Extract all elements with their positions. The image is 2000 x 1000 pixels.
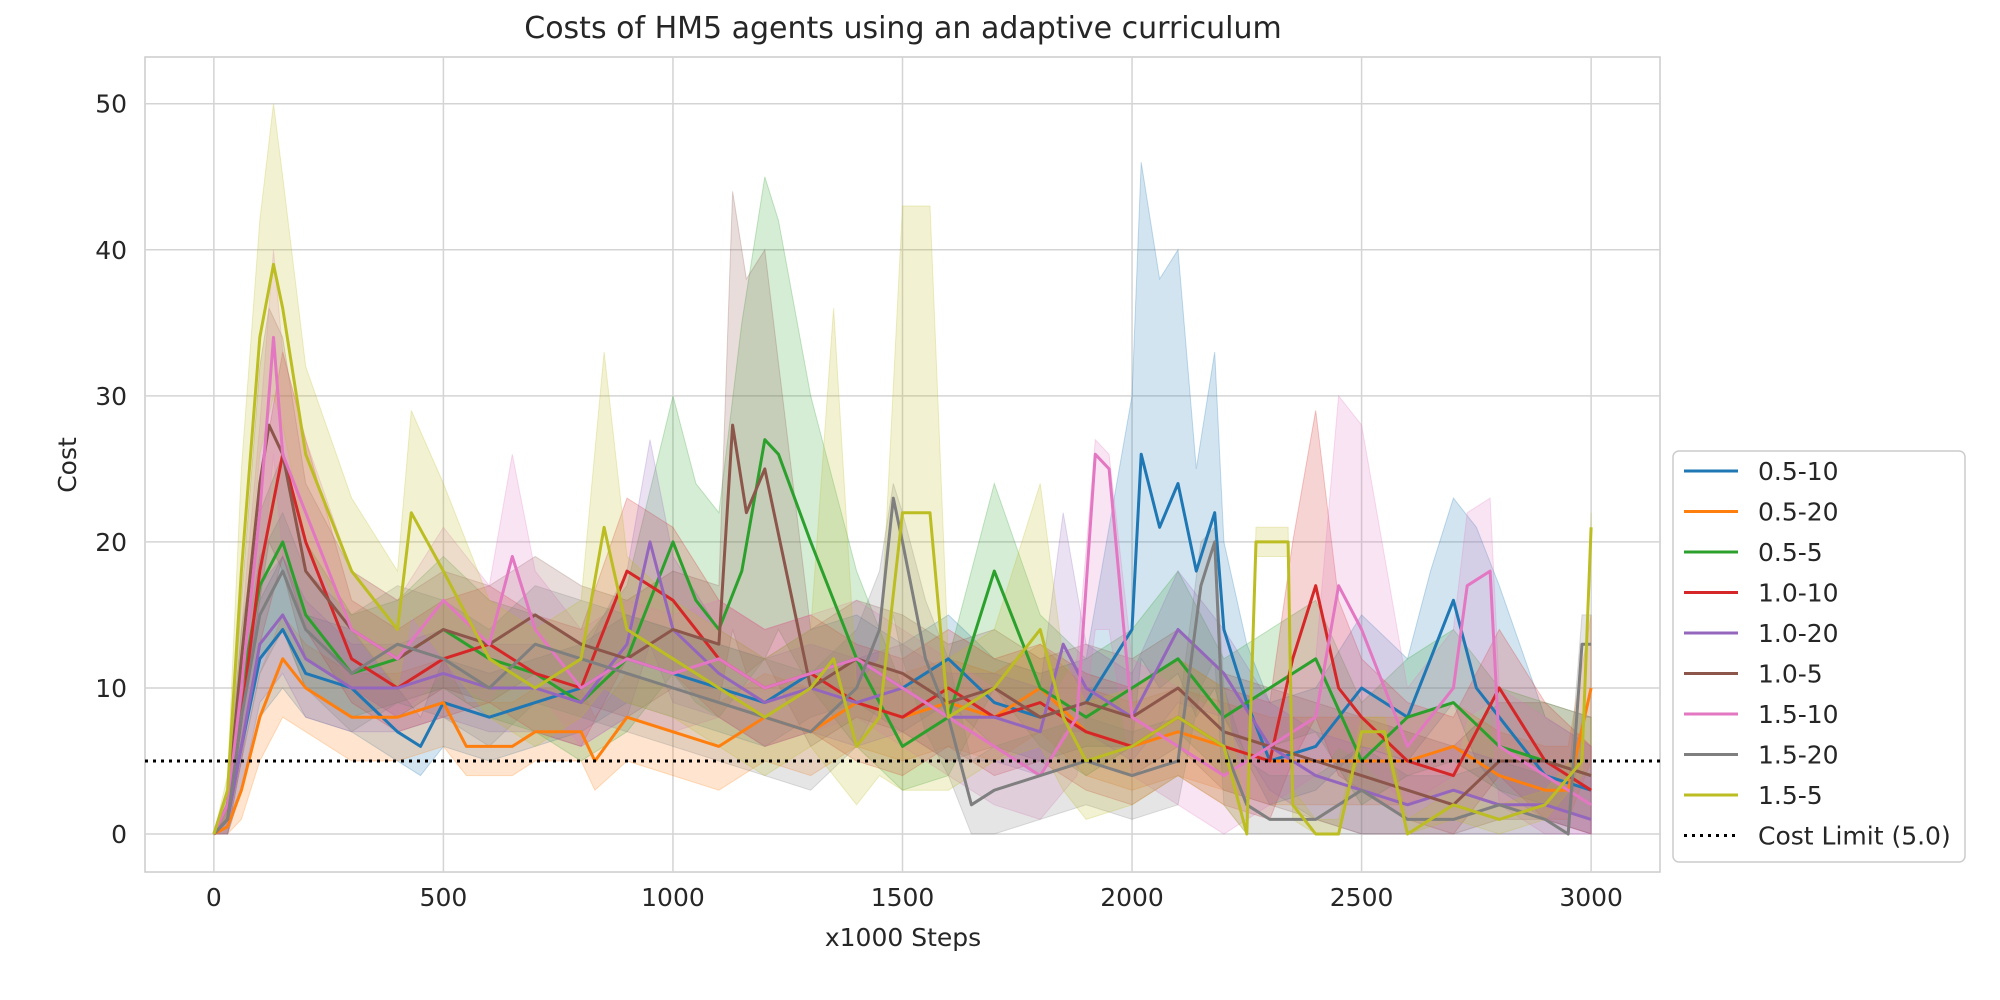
y-tick-label: 40 bbox=[95, 236, 127, 265]
x-tick-label: 2500 bbox=[1330, 883, 1394, 912]
tick-labels: 0 500 1000 1500 2000 2500 3000 0 10 20 30 40 50 bbox=[95, 90, 1623, 912]
y-tick-label: 20 bbox=[95, 528, 127, 557]
x-axis-label: x1000 Steps bbox=[825, 923, 981, 952]
series-lines bbox=[212, 262, 1593, 836]
x-tick-label: 3000 bbox=[1559, 883, 1623, 912]
legend-box bbox=[1672, 450, 1966, 863]
x-tick-label: 0 bbox=[206, 883, 222, 912]
series-line-1.5-10 bbox=[212, 335, 1592, 835]
legend-items: 0.5-10 0.5-20 0.5-5 1.0-10 1.0-20 1.0-5 1.5-10… bbox=[1684, 457, 1951, 851]
legend-label-1.5-10: 1.5-10 bbox=[1758, 700, 1839, 729]
legend-label-0.5-10: 0.5-10 bbox=[1758, 457, 1839, 486]
legend-label-1.5-20: 1.5-20 bbox=[1758, 741, 1839, 770]
legend-label-0.5-20: 0.5-20 bbox=[1758, 498, 1839, 527]
x-tick-label: 1000 bbox=[641, 883, 705, 912]
chart-title: Costs of HM5 agents using an adaptive cu… bbox=[524, 11, 1281, 46]
legend-label-1.0-10: 1.0-10 bbox=[1758, 579, 1839, 608]
confidence-band-1.5-20 bbox=[213, 483, 1592, 835]
series-line-1.5-20 bbox=[212, 496, 1592, 836]
y-tick-label: 50 bbox=[95, 90, 127, 119]
x-tick-label: 2000 bbox=[1100, 883, 1164, 912]
series-line-1.0-20 bbox=[212, 540, 1592, 836]
legend-label-1.0-5: 1.0-5 bbox=[1758, 660, 1823, 689]
legend-label-Cost Limit (5.0): Cost Limit (5.0) bbox=[1758, 822, 1951, 851]
confidence-band-0.5-5 bbox=[213, 176, 1592, 835]
y-tick-label: 10 bbox=[95, 674, 127, 703]
legend: 0.5-10 0.5-20 0.5-5 1.0-10 1.0-20 1.0-5 1.5-10… bbox=[1672, 450, 1966, 863]
y-axis-label: Cost bbox=[53, 437, 82, 493]
legend-label-0.5-5: 0.5-5 bbox=[1758, 538, 1823, 567]
x-tick-label: 1500 bbox=[871, 883, 935, 912]
legend-label-1.0-20: 1.0-20 bbox=[1758, 619, 1839, 648]
y-tick-label: 30 bbox=[95, 382, 127, 411]
series-line-1.5-5 bbox=[212, 262, 1593, 836]
series-line-0.5-10 bbox=[212, 452, 1592, 836]
y-tick-label: 0 bbox=[111, 820, 127, 849]
legend-label-1.5-5: 1.5-5 bbox=[1758, 781, 1823, 810]
x-tick-label: 500 bbox=[420, 883, 468, 912]
